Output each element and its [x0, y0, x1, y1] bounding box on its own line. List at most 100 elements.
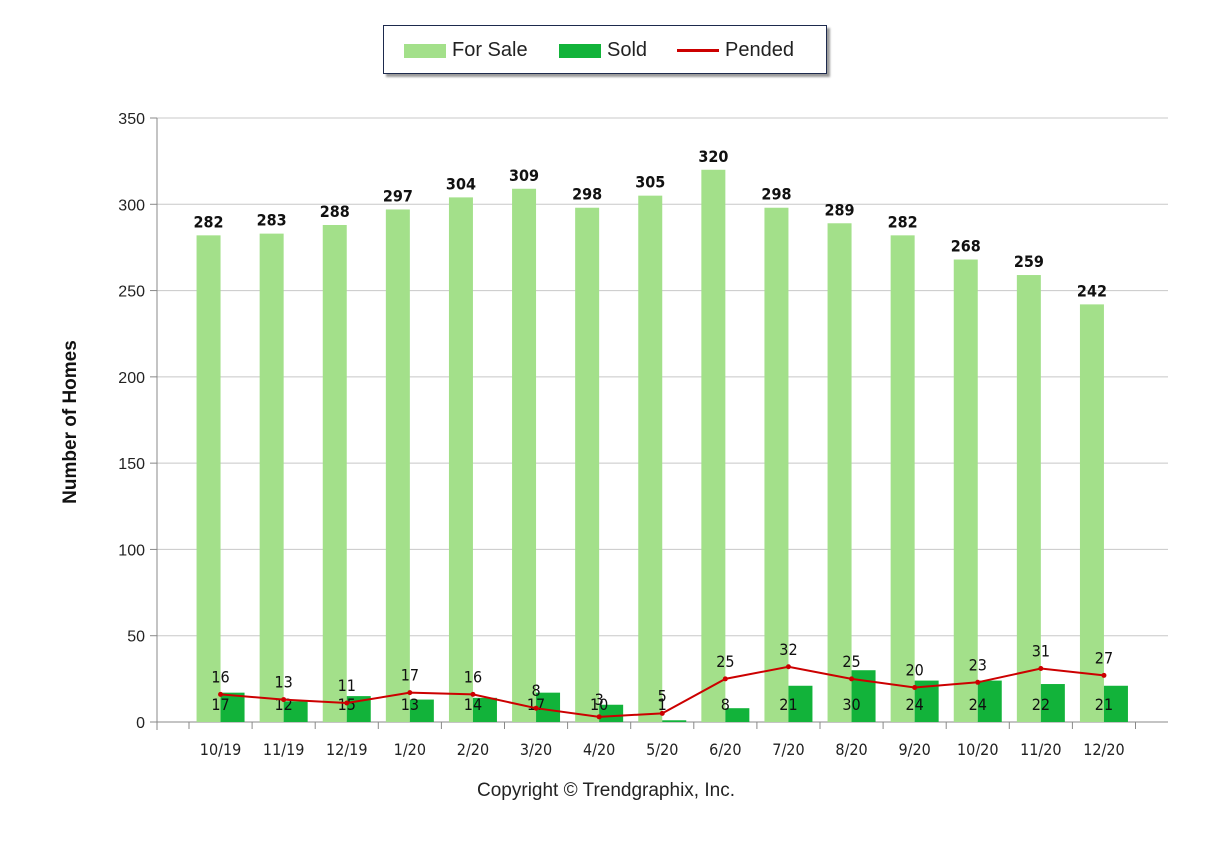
- bar-for-sale: [827, 223, 852, 723]
- point-pended: [470, 691, 476, 697]
- x-tick-label: 10/19: [200, 740, 241, 759]
- data-label-pended: 8: [531, 681, 540, 700]
- data-label-for-sale: 282: [888, 212, 918, 231]
- chart-legend: For Sale Sold Pended: [383, 25, 827, 74]
- y-tick-label: 100: [118, 542, 145, 559]
- data-label-for-sale: 242: [1077, 281, 1107, 300]
- data-label-sold: 21: [1095, 695, 1113, 714]
- point-pended: [849, 676, 855, 682]
- data-label-pended: 25: [716, 652, 734, 671]
- y-tick-label: 150: [118, 456, 145, 473]
- bar-for-sale: [701, 169, 726, 722]
- point-pended: [1101, 672, 1107, 678]
- data-label-pended: 31: [1032, 642, 1050, 661]
- data-label-for-sale: 282: [194, 212, 224, 231]
- bar-sold: [409, 699, 434, 722]
- data-label-for-sale: 297: [383, 186, 413, 205]
- data-label-sold: 24: [969, 695, 987, 714]
- x-tick-label: 8/20: [835, 740, 867, 759]
- bar-sold: [1103, 685, 1128, 722]
- bar-sold: [662, 720, 687, 722]
- data-label-for-sale: 298: [572, 185, 602, 204]
- data-label-pended: 16: [211, 667, 229, 686]
- bar-for-sale: [638, 195, 663, 722]
- data-label-pended: 23: [969, 655, 987, 674]
- x-tick-label: 11/19: [263, 740, 304, 759]
- data-label-for-sale: 283: [257, 211, 287, 230]
- legend-item-sold: Sold: [559, 39, 647, 62]
- bar-for-sale: [890, 235, 915, 722]
- legend-swatch-pended: [677, 49, 719, 53]
- y-tick-label: 200: [118, 370, 145, 387]
- legend-swatch-for-sale: [404, 43, 446, 58]
- data-label-pended: 20: [905, 660, 923, 679]
- x-tick-label: 6/20: [709, 740, 741, 759]
- data-label-for-sale: 268: [951, 237, 981, 256]
- y-tick-label: 50: [127, 629, 145, 646]
- data-label-for-sale: 288: [320, 202, 350, 221]
- legend-label-pended: Pended: [725, 39, 794, 61]
- point-pended: [533, 705, 539, 711]
- x-tick-label: 12/20: [1083, 740, 1124, 759]
- legend-label-for-sale: For Sale: [452, 39, 528, 61]
- bar-sold: [977, 680, 1002, 722]
- data-label-pended: 32: [779, 640, 797, 659]
- point-pended: [785, 664, 791, 670]
- point-pended: [218, 691, 224, 697]
- bar-for-sale: [512, 188, 537, 723]
- data-label-pended: 17: [401, 666, 419, 685]
- y-tick-label: 0: [136, 715, 145, 732]
- data-label-for-sale: 304: [446, 174, 476, 193]
- data-label-pended: 5: [658, 686, 667, 705]
- data-label-sold: 30: [842, 695, 860, 714]
- bar-sold: [283, 701, 308, 722]
- bar-sold: [725, 708, 750, 722]
- data-label-pended: 27: [1095, 648, 1113, 667]
- data-label-sold: 24: [905, 695, 923, 714]
- bar-for-sale: [322, 224, 347, 722]
- point-pended: [281, 697, 287, 703]
- bar-for-sale: [448, 197, 473, 722]
- point-pended: [407, 690, 413, 696]
- legend-item-pended: Pended: [677, 39, 794, 62]
- bar-for-sale: [196, 235, 221, 722]
- data-label-for-sale: 320: [698, 147, 728, 166]
- x-tick-label: 10/20: [957, 740, 998, 759]
- data-label-sold: 17: [211, 695, 229, 714]
- data-label-sold: 10: [590, 695, 608, 714]
- data-label-pended: 25: [842, 652, 860, 671]
- bar-sold: [536, 692, 561, 722]
- data-label-sold: 1: [658, 695, 667, 714]
- bar-sold: [1040, 684, 1065, 722]
- data-label-pended: 3: [595, 690, 604, 709]
- x-tick-label: 12/19: [326, 740, 367, 759]
- legend-label-sold: Sold: [607, 39, 648, 61]
- bar-sold: [472, 697, 497, 722]
- y-tick-label: 350: [118, 111, 145, 128]
- bar-sold: [788, 685, 813, 722]
- point-pended: [596, 714, 602, 720]
- x-tick-label: 11/20: [1020, 740, 1061, 759]
- bar-for-sale: [1079, 304, 1104, 722]
- data-label-sold: 14: [464, 695, 482, 714]
- bar-for-sale: [953, 259, 978, 722]
- data-label-sold: 22: [1032, 695, 1050, 714]
- point-pended: [975, 679, 981, 685]
- bar-sold: [220, 692, 245, 722]
- data-label-for-sale: 289: [825, 200, 855, 219]
- data-label-sold: 21: [779, 695, 797, 714]
- x-tick-label: 5/20: [646, 740, 678, 759]
- point-pended: [659, 710, 665, 716]
- point-pended: [1038, 666, 1044, 672]
- x-tick-label: 1/20: [394, 740, 426, 759]
- data-label-for-sale: 309: [509, 166, 539, 185]
- x-tick-label: 2/20: [457, 740, 489, 759]
- x-tick-label: 9/20: [898, 740, 930, 759]
- x-tick-label: 3/20: [520, 740, 552, 759]
- x-tick-label: 4/20: [583, 740, 615, 759]
- data-label-for-sale: 305: [635, 173, 665, 192]
- data-label-for-sale: 259: [1014, 252, 1044, 271]
- data-label-sold: 13: [401, 695, 419, 714]
- bar-for-sale: [764, 207, 789, 723]
